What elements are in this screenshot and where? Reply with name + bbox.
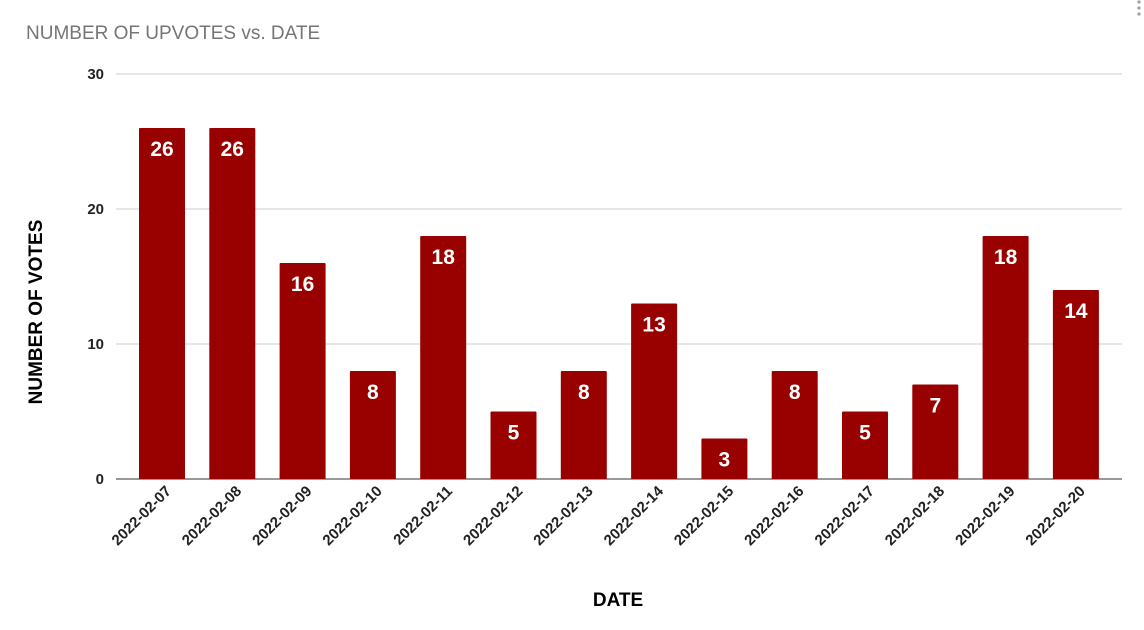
bar[interactable]	[982, 236, 1029, 479]
data-label: 8	[367, 381, 379, 404]
y-axis-title: NUMBER OF VOTES	[26, 220, 47, 405]
bar[interactable]	[349, 371, 396, 479]
x-axis-ticks: 2022-02-07 2022-02-08 2022-02-09 2022-02-10…	[109, 482, 1089, 549]
data-labels: 26 26 16 8 18 5 8 13 3 8 5 7 18 14	[150, 138, 1088, 472]
x-tick-label: 2022-02-11	[390, 483, 456, 549]
y-tick-label: 0	[96, 471, 104, 488]
data-label: 5	[508, 422, 520, 445]
x-tick-label: 2022-02-19	[952, 483, 1018, 549]
bar[interactable]	[1052, 290, 1099, 479]
data-label: 18	[994, 246, 1018, 269]
data-label: 13	[642, 314, 665, 337]
gridlines	[116, 73, 1122, 480]
bar[interactable]	[842, 411, 888, 480]
data-label: 5	[859, 422, 871, 445]
data-label: 26	[150, 138, 173, 161]
x-tick-label: 2022-02-07	[109, 483, 175, 549]
x-tick-label: 2022-02-12	[460, 483, 526, 549]
bar[interactable]	[912, 384, 959, 480]
x-tick-label: 2022-02-18	[882, 483, 948, 549]
bar[interactable]	[420, 236, 467, 479]
data-label: 26	[221, 138, 244, 161]
x-tick-label: 2022-02-20	[1022, 483, 1088, 549]
bar[interactable]	[490, 411, 537, 480]
x-tick-label: 2022-02-08	[179, 483, 245, 549]
data-label: 8	[789, 381, 801, 404]
data-label: 8	[578, 381, 590, 404]
x-tick-label: 2022-02-15	[671, 483, 737, 549]
bars	[139, 128, 1099, 479]
x-tick-label: 2022-02-17	[812, 483, 878, 549]
data-label: 14	[1064, 300, 1088, 323]
more-options-icon[interactable]	[1137, 0, 1141, 16]
bar[interactable]	[771, 371, 818, 479]
y-tick-label: 20	[87, 201, 104, 218]
bar[interactable]	[560, 371, 607, 479]
data-label: 7	[929, 395, 941, 418]
data-label: 18	[432, 246, 456, 269]
y-tick-label: 10	[87, 336, 104, 353]
data-label: 3	[719, 449, 731, 472]
x-tick-label: 2022-02-16	[741, 483, 807, 549]
x-tick-label: 2022-02-14	[601, 482, 668, 549]
y-axis-ticks: 0 10 20 30	[87, 66, 104, 488]
x-tick-label: 2022-02-13	[530, 483, 596, 549]
x-tick-label: 2022-02-10	[319, 483, 385, 549]
bar[interactable]	[279, 263, 326, 479]
x-tick-label: 2022-02-09	[249, 483, 315, 549]
y-tick-label: 30	[87, 66, 104, 83]
x-axis-title: DATE	[593, 590, 643, 611]
bar[interactable]	[139, 128, 185, 479]
bar[interactable]	[701, 438, 748, 480]
bar[interactable]	[631, 303, 678, 480]
data-label: 16	[291, 273, 314, 296]
bar[interactable]	[209, 128, 256, 479]
chart-title: NUMBER OF UPVOTES vs. DATE	[26, 23, 320, 44]
